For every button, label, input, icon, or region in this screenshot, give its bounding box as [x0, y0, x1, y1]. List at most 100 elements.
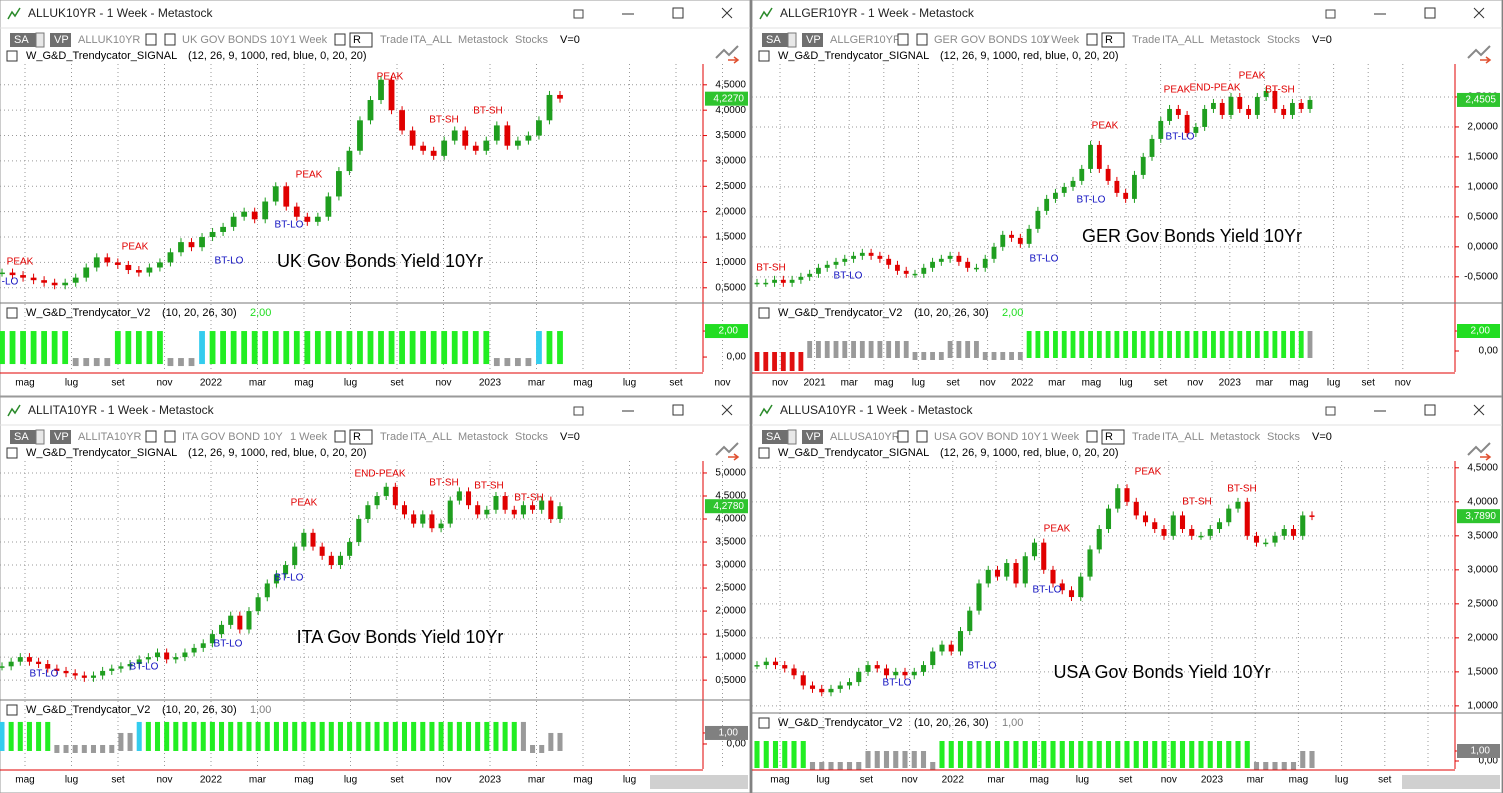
toolbar-item[interactable]: Trade	[1132, 431, 1160, 443]
toolbar-item[interactable]: VP	[806, 34, 821, 46]
toolbar-item[interactable]: Metastock	[458, 431, 509, 443]
indicator-checkbox[interactable]	[6, 307, 18, 319]
toolbar-item[interactable]: V=0	[1312, 431, 1332, 443]
restore-icon[interactable]	[1325, 406, 1336, 416]
toolbar-item[interactable]: R	[1105, 431, 1113, 443]
close-button[interactable]	[721, 7, 733, 19]
toolbar-checkbox[interactable]	[145, 430, 157, 443]
toolbar-item[interactable]: Trade	[380, 431, 408, 443]
indicator-checkbox[interactable]	[6, 704, 18, 716]
signal-checkbox[interactable]	[6, 447, 18, 459]
sa-drop[interactable]	[787, 429, 797, 445]
toolbar-checkbox[interactable]	[145, 33, 157, 46]
toolbar-item[interactable]: ALLUSA10YR	[830, 431, 900, 443]
toolbar-item[interactable]: Metastock	[1210, 431, 1261, 443]
toolbar-checkbox[interactable]	[916, 430, 928, 443]
r-box[interactable]	[349, 429, 373, 445]
sa-box[interactable]	[10, 33, 36, 47]
vp-box[interactable]	[802, 430, 823, 444]
toolbar-item[interactable]: SA	[766, 34, 781, 46]
sa-drop[interactable]	[35, 429, 45, 445]
toolbar-item[interactable]: ITA GOV BOND 10Y	[182, 431, 283, 443]
toolbar-item[interactable]: GER GOV BONDS 10Y	[934, 34, 1051, 46]
close-button[interactable]	[721, 404, 733, 416]
toolbar-item[interactable]: Stocks	[515, 34, 549, 46]
toolbar-item[interactable]: VP	[54, 34, 69, 46]
toolbar-checkbox[interactable]	[1086, 33, 1098, 46]
toolbar-item[interactable]: ALLITA10YR	[78, 431, 141, 443]
toolbar-item[interactable]: R	[353, 431, 361, 443]
toolbar-item[interactable]: USA GOV BOND 10Y	[934, 431, 1042, 443]
r-box[interactable]	[1101, 32, 1125, 48]
toolbar-item[interactable]: SA	[14, 34, 29, 46]
signal-checkbox[interactable]	[758, 447, 770, 459]
signal-checkbox[interactable]	[758, 50, 770, 62]
scrollbar[interactable]	[1402, 775, 1500, 789]
maximize-button[interactable]	[1424, 404, 1436, 416]
toolbar-item[interactable]: Metastock	[458, 34, 509, 46]
vp-box[interactable]	[50, 430, 71, 444]
toolbar-item[interactable]: ALLUK10YR	[78, 34, 140, 46]
indicator-bar	[1290, 331, 1295, 358]
signal-checkbox[interactable]	[6, 50, 18, 62]
indicator-bar	[1254, 331, 1260, 358]
toolbar-item[interactable]: 1 Week	[1042, 431, 1080, 443]
vp-box[interactable]	[50, 33, 71, 47]
toolbar-item[interactable]: UK GOV BONDS 10Y	[182, 34, 290, 46]
scrollbar[interactable]	[650, 775, 748, 789]
toolbar-checkbox[interactable]	[164, 33, 176, 46]
toolbar-item[interactable]: R	[1105, 34, 1113, 46]
indicator-checkbox[interactable]	[758, 307, 770, 319]
toolbar-item[interactable]: ITA_ALL	[410, 34, 452, 46]
toolbar-checkbox[interactable]	[334, 430, 346, 443]
close-button[interactable]	[1473, 404, 1485, 416]
sa-box[interactable]	[762, 430, 788, 444]
sa-box[interactable]	[10, 430, 36, 444]
maximize-button[interactable]	[672, 404, 684, 416]
toolbar-checkbox[interactable]	[916, 33, 928, 46]
toolbar-item[interactable]: SA	[766, 431, 781, 443]
indicator-bar	[135, 331, 142, 365]
toolbar-item[interactable]: SA	[14, 431, 29, 443]
toolbar-item[interactable]: V=0	[560, 34, 580, 46]
toolbar-item[interactable]: ALLGER10YR	[830, 34, 901, 46]
toolbar-item[interactable]: Stocks	[1267, 431, 1301, 443]
toolbar-item[interactable]: V=0	[1312, 34, 1332, 46]
toolbar-item[interactable]: Trade	[380, 34, 408, 46]
signal-label: PEAK	[1092, 121, 1119, 132]
restore-icon[interactable]	[573, 9, 584, 19]
toolbar-item[interactable]: Metastock	[1210, 34, 1261, 46]
restore-icon[interactable]	[1325, 9, 1336, 19]
restore-icon[interactable]	[573, 406, 584, 416]
toolbar-item[interactable]: ITA_ALL	[1162, 34, 1204, 46]
maximize-button[interactable]	[672, 7, 684, 19]
toolbar-checkbox[interactable]	[1086, 430, 1098, 443]
toolbar-item[interactable]: ITA_ALL	[1162, 431, 1204, 443]
toolbar-item[interactable]: Stocks	[515, 431, 549, 443]
toolbar-item[interactable]: Stocks	[1267, 34, 1301, 46]
sa-box[interactable]	[762, 33, 788, 47]
toolbar-item[interactable]: 1 Week	[290, 34, 328, 46]
toolbar-item[interactable]: Trade	[1132, 34, 1160, 46]
indicator-bar	[451, 331, 458, 365]
toolbar-checkbox[interactable]	[334, 33, 346, 46]
vp-box[interactable]	[802, 33, 823, 47]
r-box[interactable]	[1101, 429, 1125, 445]
toolbar-checkbox[interactable]	[897, 430, 909, 443]
maximize-button[interactable]	[1424, 7, 1436, 19]
toolbar-item[interactable]: V=0	[560, 431, 580, 443]
sa-drop[interactable]	[787, 32, 797, 48]
toolbar-item[interactable]: VP	[806, 431, 821, 443]
toolbar-item[interactable]: VP	[54, 431, 69, 443]
toolbar-item[interactable]: ITA_ALL	[410, 431, 452, 443]
toolbar-checkbox[interactable]	[897, 33, 909, 46]
sa-drop[interactable]	[35, 32, 45, 48]
toolbar-item[interactable]: 1 Week	[1042, 34, 1080, 46]
indicator-checkbox[interactable]	[758, 717, 770, 729]
toolbar-item[interactable]: 1 Week	[290, 431, 328, 443]
r-box[interactable]	[349, 32, 373, 48]
close-button[interactable]	[1473, 7, 1485, 19]
candle	[447, 500, 453, 524]
toolbar-item[interactable]: R	[353, 34, 361, 46]
toolbar-checkbox[interactable]	[164, 430, 176, 443]
